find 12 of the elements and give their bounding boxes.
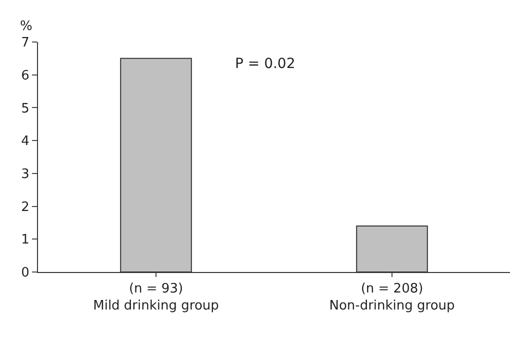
y-tick-label: 3 xyxy=(21,166,30,182)
y-tick-label: 5 xyxy=(21,101,30,116)
x-tick-label: (n = 93) Mild drinking group xyxy=(93,282,219,314)
annotation: P = 0.02 xyxy=(235,56,296,72)
y-tick-label: 6 xyxy=(21,68,30,84)
y-axis-title: % xyxy=(20,19,32,34)
y-tick-label: 1 xyxy=(21,232,30,248)
y-tick-label: 4 xyxy=(21,134,30,150)
x-tick-label: (n = 208) Non-drinking group xyxy=(329,282,455,314)
y-tick-label: 0 xyxy=(21,266,30,281)
y-tick-label: 7 xyxy=(21,36,30,51)
y-tick-label: 2 xyxy=(21,200,30,215)
